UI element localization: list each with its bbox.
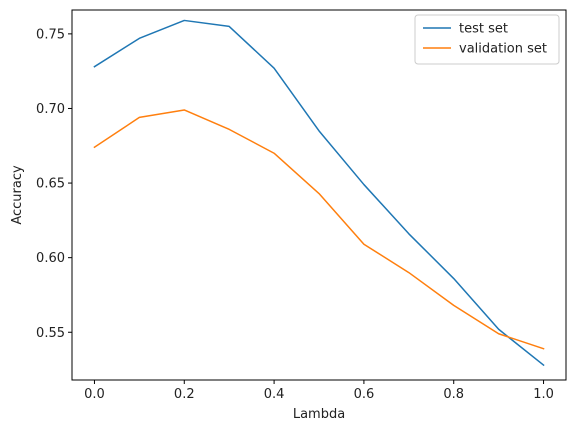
y-tick-label: 0.60 [36, 251, 65, 266]
y-tick-label: 0.70 [36, 102, 65, 117]
marks-layer [93, 19, 545, 367]
x-tick-label: 0.2 [174, 387, 195, 402]
series-line-validation-set [93, 109, 545, 350]
x-axis-label: Lambda [293, 407, 345, 422]
y-tick-label: 0.65 [36, 177, 65, 192]
x-tick-label: 0.6 [354, 387, 375, 402]
x-tick-label: 0.4 [264, 387, 285, 402]
x-tick-label: 1.0 [533, 387, 554, 402]
legend-label-test-set: test set [459, 22, 508, 37]
x-tick-label: 0.8 [443, 387, 464, 402]
axes-frame [71, 9, 567, 381]
ticks-layer: 0.0 0.2 0.4 0.6 0.8 1.0 0.55 0.60 0.65 0.70 0.75 [36, 27, 554, 402]
y-axis-label: Accuracy [10, 165, 25, 225]
legend: test set validation set [414, 14, 560, 65]
legend-label-validation-set: validation set [459, 42, 547, 57]
y-tick-label: 0.75 [36, 27, 65, 42]
y-tick-label: 0.55 [36, 326, 65, 341]
x-tick-label: 0.0 [84, 387, 105, 402]
